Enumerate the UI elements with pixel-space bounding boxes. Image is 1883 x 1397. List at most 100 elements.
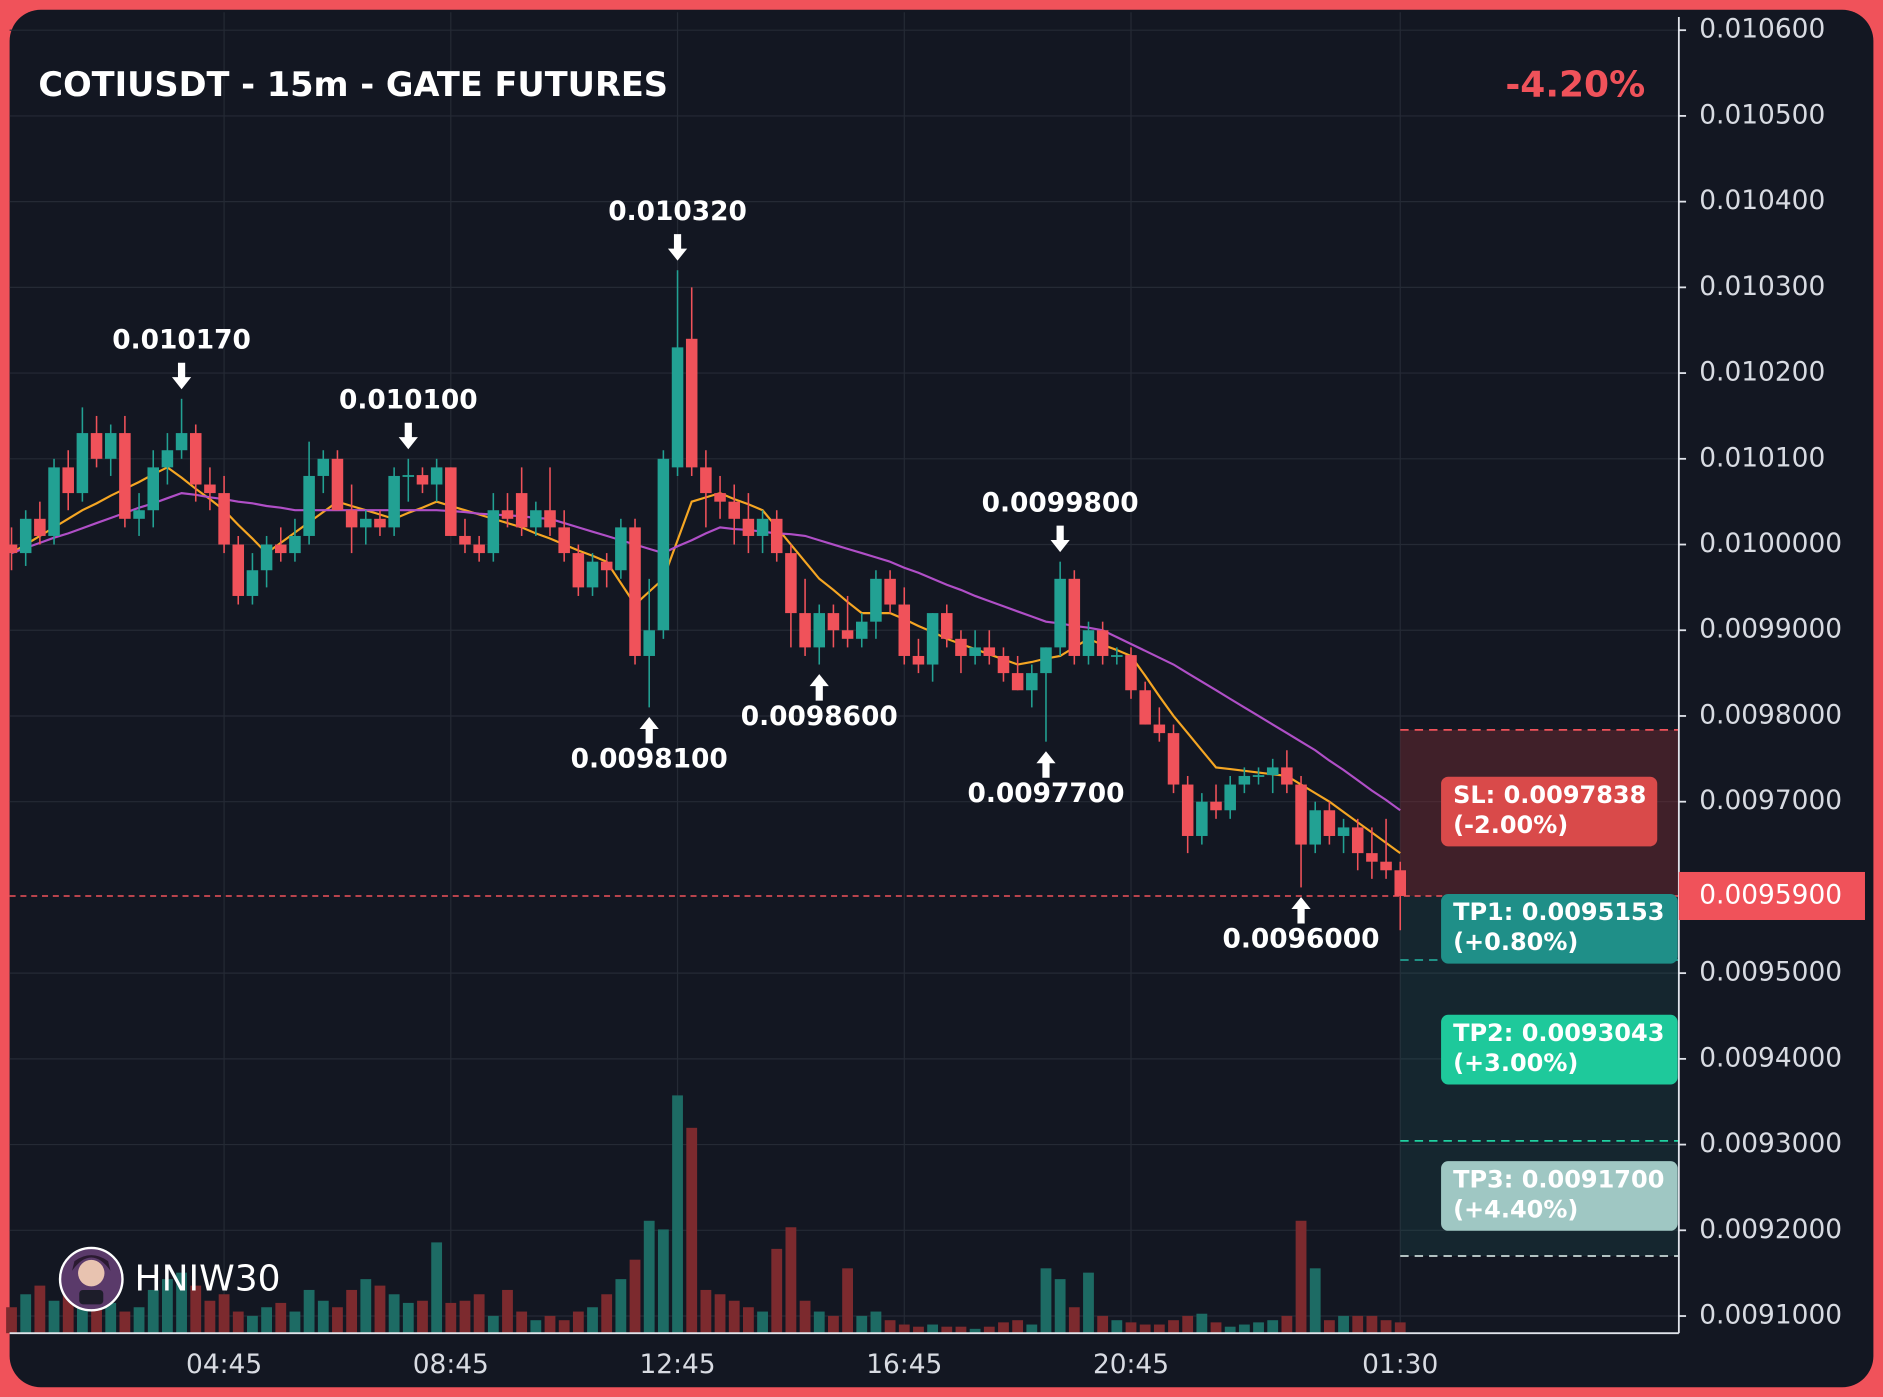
candle-body — [1323, 810, 1336, 836]
volume-bar — [431, 1242, 443, 1334]
candle-body — [941, 613, 953, 639]
volume-bar — [516, 1311, 528, 1334]
candle-body — [1068, 578, 1081, 656]
candle-body — [246, 570, 259, 596]
candle-body — [1380, 861, 1392, 871]
avatar — [58, 1246, 124, 1312]
volume-bar — [1097, 1315, 1109, 1334]
x-tick-label: 12:45 — [639, 1349, 715, 1380]
candle-body — [218, 493, 230, 545]
volume-bar — [459, 1300, 471, 1334]
volume-bar — [176, 1272, 187, 1334]
volume-bar — [558, 1320, 570, 1334]
candle-body — [104, 433, 117, 459]
volume-bar — [955, 1326, 967, 1334]
candle-body — [1252, 775, 1265, 777]
y-tick-label: 0.0100000 — [1699, 528, 1842, 559]
y-tick-label: 0.0095000 — [1699, 957, 1842, 988]
candle-body — [1139, 690, 1151, 725]
candle-body — [289, 535, 301, 554]
candle-body — [1394, 870, 1407, 896]
plot: SL: 0.0097838(-2.00%) TP1: 0.0095153(+0.8… — [5, 12, 1865, 1380]
candle-body — [1210, 801, 1222, 811]
volume-bar — [828, 1315, 839, 1334]
volume-bar — [728, 1300, 740, 1334]
candle-body — [770, 518, 783, 554]
candle-body — [855, 621, 868, 639]
volume-bar — [473, 1294, 485, 1334]
volume-bar — [913, 1326, 924, 1334]
candle-body — [813, 613, 826, 648]
volume-bar — [1323, 1320, 1335, 1334]
candle-body — [1111, 655, 1123, 657]
candle-body — [402, 475, 415, 477]
volume-bar — [1394, 1322, 1406, 1334]
y-tick-label: 0.010300 — [1699, 271, 1825, 302]
candle-body — [1167, 733, 1180, 785]
candle-body — [600, 561, 613, 571]
x-tick-label: 08:45 — [413, 1349, 489, 1380]
volume-bar — [898, 1324, 910, 1334]
candle-body — [898, 604, 911, 656]
annotation-label: 0.0099800 — [982, 488, 1139, 519]
volume-bar — [218, 1294, 230, 1334]
candle-body — [558, 527, 570, 554]
y-tick-label: 0.010200 — [1699, 357, 1825, 388]
volume-bar — [34, 1285, 46, 1334]
change-label: -4.20% — [1505, 65, 1645, 106]
volume-bar — [162, 1279, 173, 1334]
annotation-label: 0.0096000 — [1223, 924, 1380, 955]
candle-body — [317, 458, 330, 476]
candle-body — [1096, 630, 1109, 656]
x-tick-label: 01:30 — [1362, 1349, 1438, 1380]
candle-body — [799, 613, 811, 648]
candle-body — [275, 544, 287, 554]
volume-bar — [1210, 1322, 1222, 1334]
volume-bar — [572, 1311, 584, 1334]
moving-average — [11, 492, 1401, 812]
volume-bar — [502, 1289, 513, 1334]
candle-body — [912, 655, 925, 665]
chart-title: COTIUSDT - 15m - GATE FUTURES — [38, 65, 668, 104]
candle-body — [459, 535, 471, 545]
candle-body — [742, 518, 755, 536]
annotation-arrow — [639, 717, 659, 744]
candle-body — [303, 475, 315, 536]
candle-body — [1281, 767, 1293, 785]
volume-bar — [842, 1268, 853, 1334]
volume-bar — [1012, 1320, 1024, 1334]
candle-body — [473, 544, 485, 554]
candle-body — [133, 510, 145, 519]
volume-bar — [1253, 1322, 1264, 1334]
y-tick-label: 0.0091000 — [1699, 1300, 1842, 1331]
panel — [9, 9, 1874, 1388]
candle-body — [374, 518, 386, 528]
candle-body — [643, 630, 655, 656]
volume-bar — [402, 1302, 414, 1334]
candle-body — [1196, 801, 1208, 836]
candle-body — [161, 450, 174, 468]
y-tick-label: 0.010100 — [1699, 442, 1825, 473]
volume-bar — [204, 1300, 216, 1334]
volume-bar — [6, 1307, 17, 1334]
volume-bar — [785, 1227, 797, 1334]
volume-bar — [417, 1300, 428, 1334]
volume-bar — [317, 1300, 329, 1334]
candle-body — [388, 475, 400, 528]
volume-bar — [1153, 1324, 1165, 1334]
y-tick-label: 0.010400 — [1699, 185, 1825, 216]
candle-body — [430, 467, 443, 485]
volume-bar — [941, 1326, 953, 1334]
candle-body — [5, 544, 18, 554]
volume-bar — [601, 1294, 613, 1334]
volume-bar — [487, 1315, 499, 1334]
annotation-label: 0.010100 — [339, 385, 478, 416]
volume-bar — [190, 1285, 202, 1334]
volume-bar — [1338, 1315, 1349, 1334]
candle-body — [1153, 724, 1166, 734]
volume-bar — [1026, 1324, 1038, 1334]
candle-body — [884, 578, 896, 605]
volume-bar — [1267, 1320, 1279, 1334]
candle-body — [1238, 775, 1251, 785]
volume-bar — [771, 1248, 783, 1334]
